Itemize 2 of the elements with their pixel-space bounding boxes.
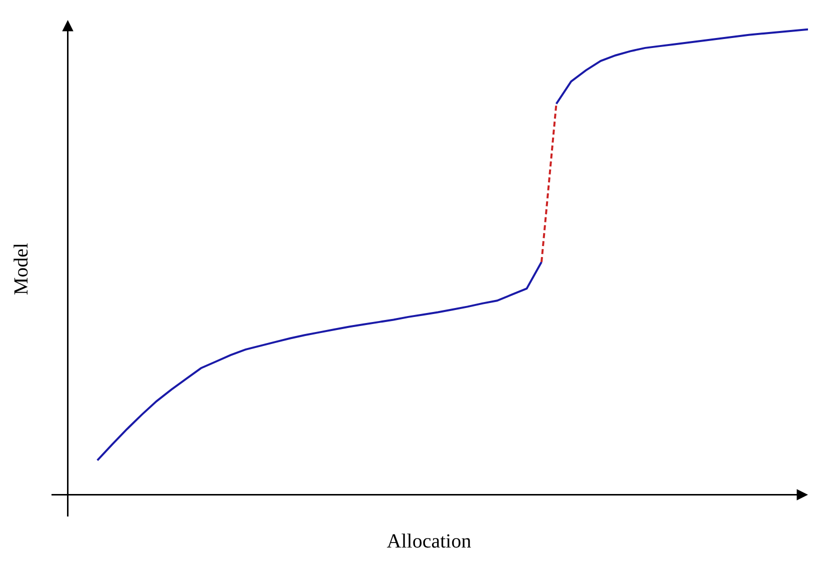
x-axis-title: Allocation <box>386 530 472 552</box>
y-axis-title: Model <box>10 242 32 296</box>
